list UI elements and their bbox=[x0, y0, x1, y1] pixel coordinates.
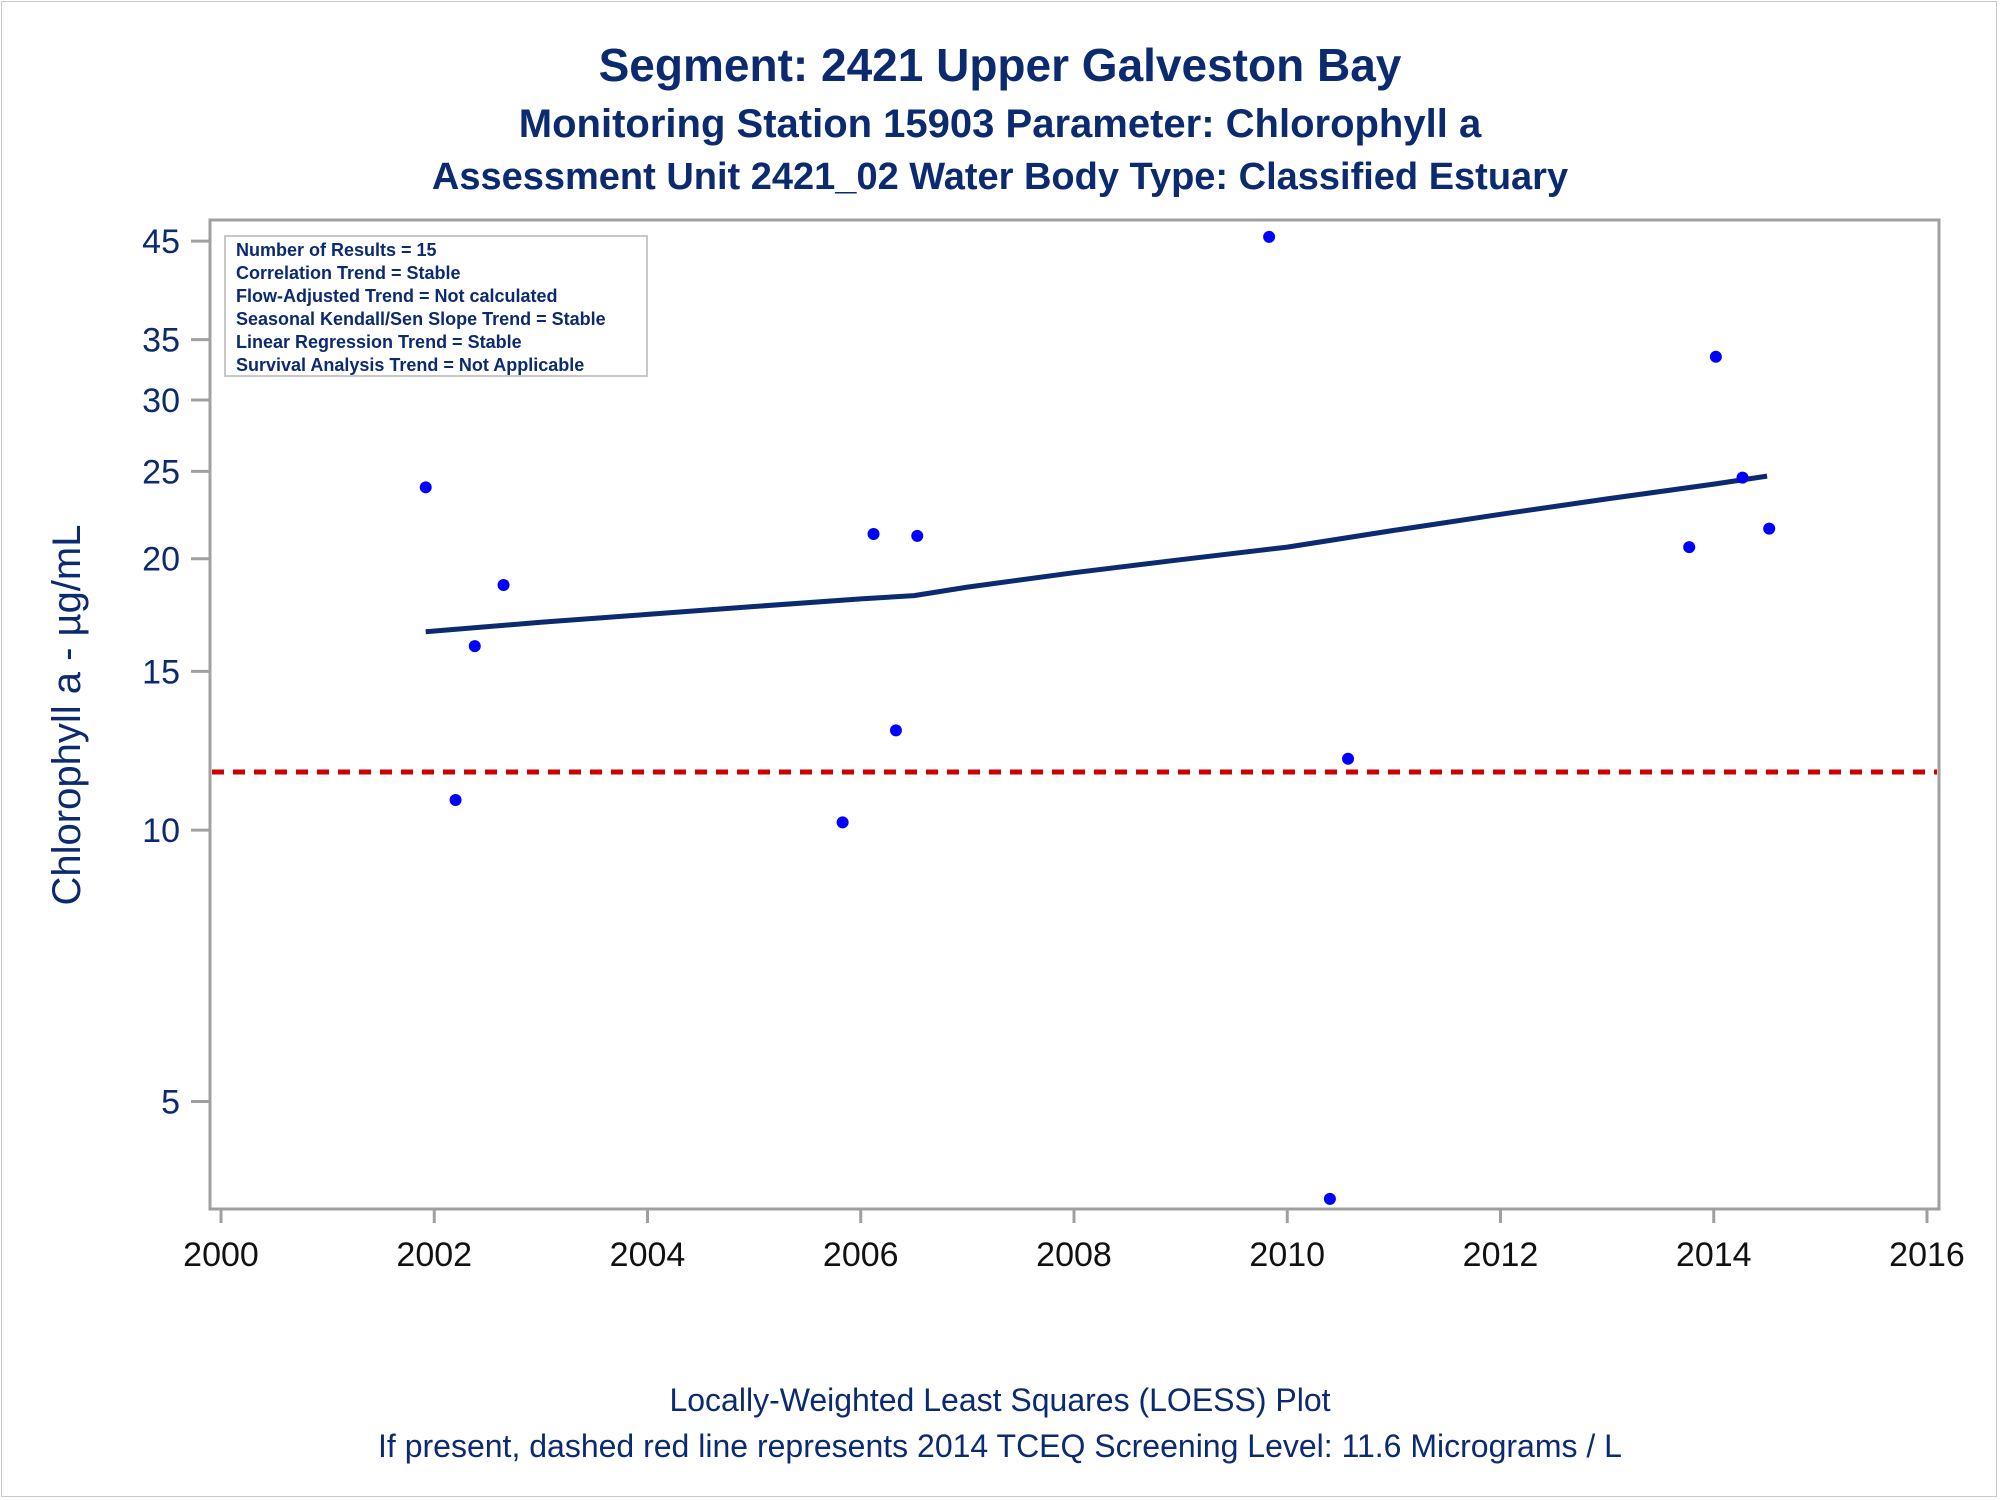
y-tick-label: 20 bbox=[142, 541, 180, 579]
y-tick-label: 35 bbox=[142, 322, 180, 360]
data-point bbox=[449, 793, 462, 806]
y-tick-label: 15 bbox=[142, 653, 180, 691]
stats-box-border bbox=[224, 235, 648, 377]
stats-line: Number of Results = 15 bbox=[236, 240, 437, 260]
data-point bbox=[836, 816, 849, 829]
stats-line: Seasonal Kendall/Sen Slope Trend = Stabl… bbox=[236, 309, 606, 329]
x-axis: 2000 2002 2004 2006 2008 2010 2012 2014 2016 bbox=[183, 1209, 1965, 1274]
data-point bbox=[419, 481, 432, 494]
y-tick-label: 25 bbox=[142, 453, 180, 491]
chart-subtitle-assessment: Assessment Unit 2421_02 Water Body Type:… bbox=[431, 156, 1569, 198]
data-point bbox=[867, 528, 880, 541]
stats-line: Linear Regression Trend = Stable bbox=[236, 332, 522, 352]
x-tick-label: 2010 bbox=[1249, 1236, 1325, 1274]
x-tick-label: 2014 bbox=[1676, 1236, 1752, 1274]
data-point bbox=[468, 640, 481, 653]
x-tick-label: 2000 bbox=[183, 1236, 259, 1274]
data-point bbox=[1323, 1192, 1336, 1205]
data-point bbox=[1763, 522, 1776, 535]
data-point bbox=[1683, 541, 1696, 554]
data-point bbox=[1263, 230, 1276, 243]
y-tick-label: 5 bbox=[161, 1084, 180, 1122]
chart-subtitle-station: Monitoring Station 15903 Parameter: Chlo… bbox=[518, 102, 1482, 146]
stats-line: Survival Analysis Trend = Not Applicable bbox=[236, 355, 584, 375]
x-tick-label: 2006 bbox=[823, 1236, 899, 1274]
y-axis-title: Chlorophyll a - µg/mL bbox=[45, 525, 89, 906]
footnote-screening-level: If present, dashed red line represents 2… bbox=[378, 1428, 1622, 1464]
data-points bbox=[419, 230, 1776, 1205]
x-tick-label: 2004 bbox=[610, 1236, 686, 1274]
x-tick-label: 2012 bbox=[1463, 1236, 1539, 1274]
y-tick-label: 30 bbox=[142, 382, 180, 420]
footnote-loess: Locally-Weighted Least Squares (LOESS) P… bbox=[669, 1382, 1331, 1418]
x-tick-label: 2008 bbox=[1036, 1236, 1112, 1274]
data-point bbox=[1736, 471, 1749, 484]
loess-trend-line bbox=[425, 473, 1768, 635]
x-tick-label: 2016 bbox=[1889, 1236, 1965, 1274]
y-axis: 5 10 15 20 25 30 35 45 bbox=[142, 223, 210, 1122]
stats-line: Correlation Trend = Stable bbox=[236, 263, 461, 283]
stats-line: Flow-Adjusted Trend = Not calculated bbox=[236, 286, 558, 306]
data-point bbox=[889, 724, 902, 737]
trend-stats-box: Number of Results = 15 Correlation Trend … bbox=[224, 235, 648, 377]
x-tick-label: 2002 bbox=[396, 1236, 472, 1274]
data-point bbox=[911, 529, 924, 542]
data-point bbox=[1709, 350, 1722, 363]
data-point bbox=[1342, 752, 1355, 765]
y-tick-label: 10 bbox=[142, 812, 180, 850]
data-point bbox=[497, 579, 510, 592]
chart-title: Segment: 2421 Upper Galveston Bay bbox=[598, 39, 1402, 91]
y-tick-label: 45 bbox=[142, 223, 180, 261]
